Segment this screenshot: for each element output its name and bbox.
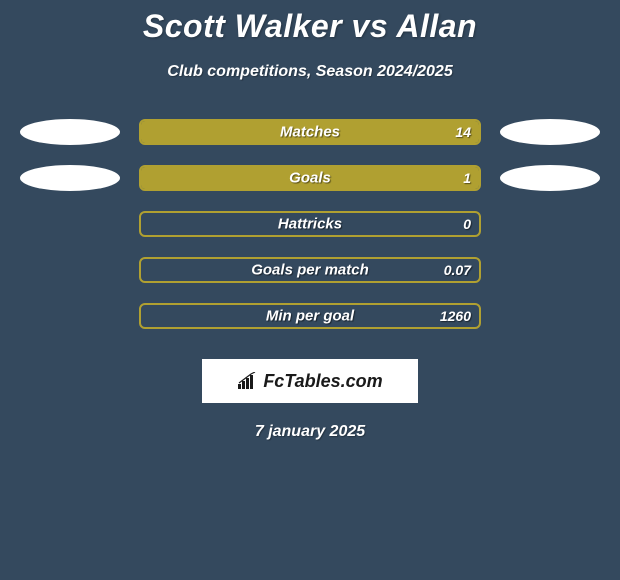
stats-infographic: Scott Walker vs Allan Club competitions,… <box>0 0 620 441</box>
stat-label: Hattricks <box>278 216 342 233</box>
logo-content: FcTables.com <box>237 371 382 392</box>
stat-bar: Matches 14 <box>139 119 481 145</box>
stat-value: 0.07 <box>444 262 471 278</box>
right-ellipse <box>500 119 600 145</box>
stat-value: 1260 <box>440 308 471 324</box>
barchart-icon <box>237 372 259 390</box>
logo-text: FcTables.com <box>263 371 382 392</box>
stat-row: Min per goal 1260 <box>10 303 610 329</box>
stat-row: Matches 14 <box>10 119 610 145</box>
logo-box: FcTables.com <box>202 359 418 403</box>
stat-label: Goals <box>289 170 331 187</box>
stat-label: Matches <box>280 124 340 141</box>
stat-row: Hattricks 0 <box>10 211 610 237</box>
stat-bar: Goals 1 <box>139 165 481 191</box>
stat-value: 1 <box>463 170 471 186</box>
main-title: Scott Walker vs Allan <box>0 8 620 45</box>
stat-value: 14 <box>455 124 471 140</box>
stat-rows: Matches 14 Goals 1 Hattricks 0 Goals per match… <box>0 119 620 329</box>
left-ellipse <box>20 165 120 191</box>
date-text: 7 january 2025 <box>0 423 620 441</box>
stat-label: Goals per match <box>251 262 369 279</box>
subtitle: Club competitions, Season 2024/2025 <box>0 63 620 81</box>
right-ellipse <box>500 165 600 191</box>
stat-row: Goals per match 0.07 <box>10 257 610 283</box>
stat-bar: Hattricks 0 <box>139 211 481 237</box>
stat-bar: Min per goal 1260 <box>139 303 481 329</box>
stat-bar: Goals per match 0.07 <box>139 257 481 283</box>
left-ellipse <box>20 119 120 145</box>
stat-value: 0 <box>463 216 471 232</box>
stat-label: Min per goal <box>266 308 354 325</box>
stat-row: Goals 1 <box>10 165 610 191</box>
